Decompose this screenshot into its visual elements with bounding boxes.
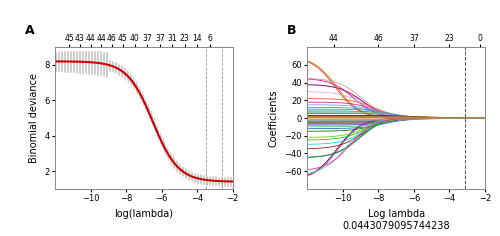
Text: A: A xyxy=(25,24,34,37)
Y-axis label: Coefficients: Coefficients xyxy=(268,89,278,147)
X-axis label: Log lambda
0.0443079095744238: Log lambda 0.0443079095744238 xyxy=(342,209,450,231)
Text: B: B xyxy=(288,24,297,37)
Y-axis label: Binomial deviance: Binomial deviance xyxy=(28,73,38,163)
X-axis label: log(lambda): log(lambda) xyxy=(114,209,174,219)
